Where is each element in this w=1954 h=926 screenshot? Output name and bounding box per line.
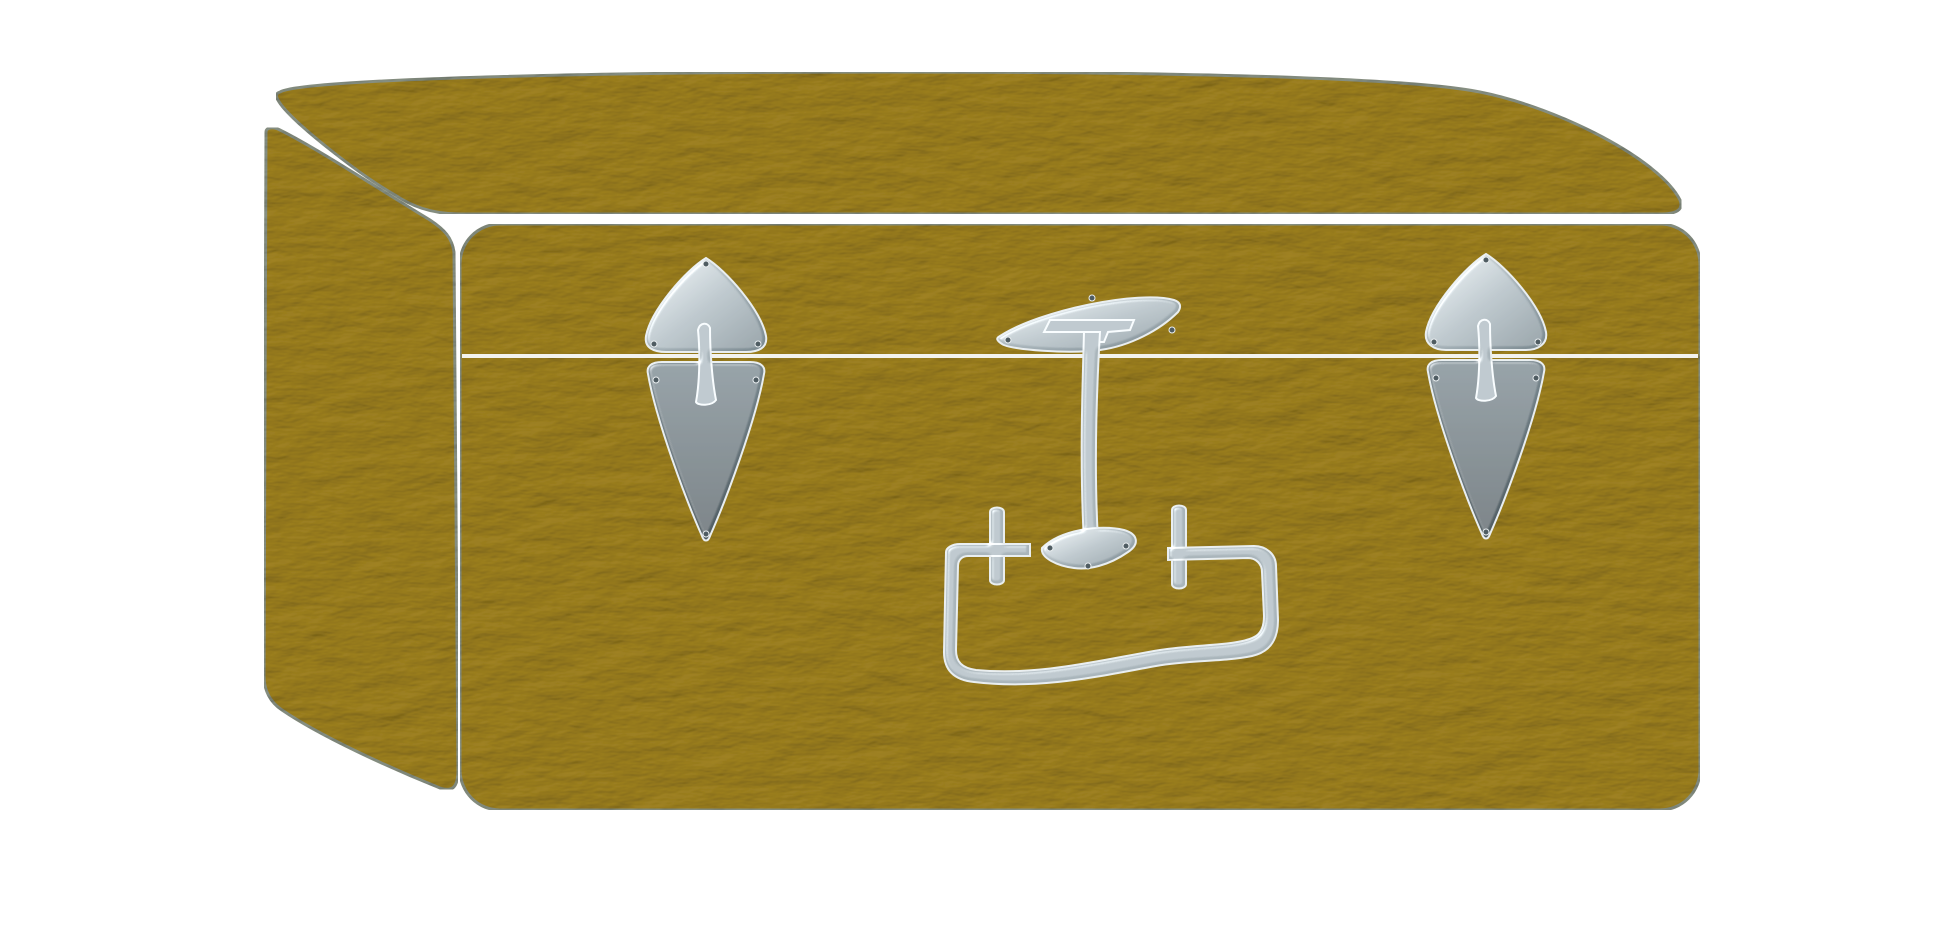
rivet xyxy=(1046,544,1054,552)
rivet xyxy=(702,530,710,538)
rivet xyxy=(1482,528,1490,536)
rivet xyxy=(1532,374,1540,382)
front-panel xyxy=(458,222,1702,812)
rivet xyxy=(1004,336,1012,344)
rivet xyxy=(752,376,760,384)
rivet xyxy=(1432,374,1440,382)
rivet xyxy=(1084,562,1092,570)
rivet xyxy=(650,340,658,348)
left-latch xyxy=(644,256,768,542)
rivet xyxy=(652,376,660,384)
rivet xyxy=(1534,338,1542,346)
side-panel xyxy=(262,126,460,791)
right-latch xyxy=(1424,252,1548,540)
rivet xyxy=(1168,326,1176,334)
rivet xyxy=(1482,256,1490,264)
handle xyxy=(942,294,1280,686)
rivet xyxy=(1088,294,1096,302)
rivet xyxy=(1122,542,1130,550)
rivet xyxy=(1430,338,1438,346)
rivet xyxy=(754,340,762,348)
lid-top-panel xyxy=(274,70,1683,216)
rivet xyxy=(702,260,710,268)
